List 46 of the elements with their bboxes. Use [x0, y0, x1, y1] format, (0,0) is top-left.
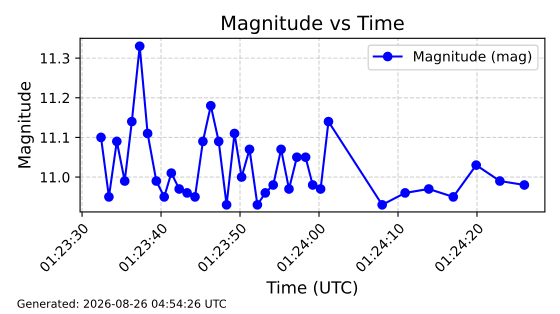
point — [260, 188, 270, 198]
point — [112, 136, 122, 146]
y-tick-label: 11.3 — [40, 53, 70, 64]
y-axis-title: Magnitude — [18, 82, 34, 168]
point — [276, 144, 286, 154]
point — [252, 200, 262, 210]
point — [324, 116, 334, 126]
chart-title: Magnitude vs Time — [222, 15, 404, 34]
point — [151, 176, 162, 186]
point — [206, 100, 216, 111]
point — [268, 180, 278, 190]
point — [120, 176, 130, 186]
point — [292, 152, 302, 162]
point — [316, 184, 326, 194]
point — [284, 184, 294, 194]
point — [495, 176, 505, 186]
point — [182, 188, 192, 198]
point — [244, 144, 254, 154]
point — [96, 132, 106, 142]
y-tick-label: 11.1 — [40, 132, 70, 143]
point — [308, 180, 318, 190]
point — [190, 192, 200, 202]
point — [236, 172, 246, 182]
point — [126, 116, 137, 126]
legend-label: Magnitude (mag) — [414, 50, 532, 64]
point — [424, 184, 434, 194]
point — [166, 168, 176, 178]
point — [519, 180, 530, 190]
point — [377, 200, 388, 210]
text: Generated: 2026-08-26 04:54:26 UTC — [17, 299, 226, 308]
point — [174, 184, 184, 194]
point — [400, 188, 410, 198]
point — [214, 136, 224, 146]
point — [198, 136, 208, 146]
point — [300, 152, 310, 162]
point — [134, 41, 145, 52]
point — [142, 128, 152, 138]
point — [159, 192, 170, 202]
y-tick-label: 11.2 — [40, 92, 69, 104]
point — [448, 192, 458, 202]
point — [471, 160, 482, 170]
point — [222, 200, 232, 210]
point — [230, 128, 240, 138]
y-tick-label: 11.0 — [40, 172, 70, 183]
point — [104, 192, 114, 202]
x-axis-title: Time (UTC) — [266, 280, 358, 296]
